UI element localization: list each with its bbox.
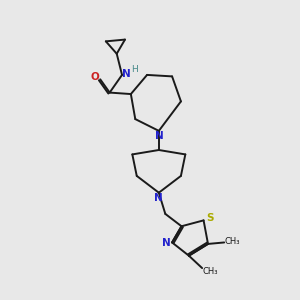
Text: O: O <box>91 72 99 82</box>
Text: CH₃: CH₃ <box>225 237 240 246</box>
Text: CH₃: CH₃ <box>202 266 218 275</box>
Text: H: H <box>131 65 138 74</box>
Text: N: N <box>155 131 164 141</box>
Text: N: N <box>162 238 171 248</box>
Text: N: N <box>154 193 163 203</box>
Text: N: N <box>122 69 131 79</box>
Text: S: S <box>206 213 214 223</box>
